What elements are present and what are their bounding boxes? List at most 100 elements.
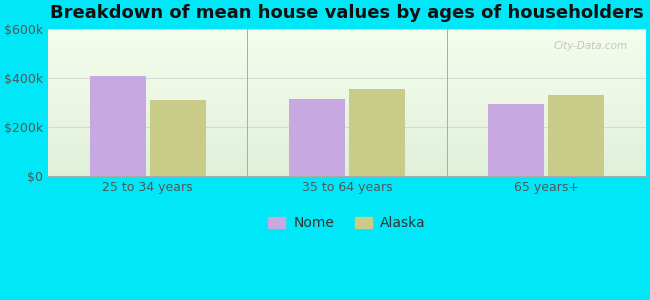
Bar <box>48 85 646 86</box>
Bar <box>48 163 646 164</box>
Bar <box>488 104 544 176</box>
Bar <box>48 141 646 142</box>
Bar <box>48 95 646 96</box>
Bar <box>48 29 646 30</box>
Bar <box>48 76 646 77</box>
Bar <box>48 105 646 106</box>
Bar <box>48 31 646 32</box>
Bar <box>48 55 646 56</box>
Bar <box>48 152 646 153</box>
Bar <box>48 139 646 140</box>
Bar <box>48 147 646 148</box>
Bar <box>48 106 646 107</box>
Bar <box>48 88 646 89</box>
Bar <box>48 115 646 116</box>
Bar <box>48 66 646 67</box>
Bar <box>48 140 646 141</box>
Bar <box>48 81 646 82</box>
Bar <box>48 119 646 120</box>
Bar <box>48 142 646 143</box>
Bar <box>48 103 646 104</box>
Bar <box>48 121 646 122</box>
Bar <box>48 83 646 84</box>
Bar <box>48 90 646 91</box>
Bar <box>48 155 646 156</box>
Bar <box>48 116 646 117</box>
Bar <box>48 86 646 87</box>
Bar <box>48 164 646 165</box>
Bar <box>349 89 405 176</box>
Bar <box>48 162 646 163</box>
Bar <box>48 146 646 147</box>
Bar <box>48 47 646 48</box>
Bar <box>48 122 646 123</box>
Bar <box>48 112 646 113</box>
Bar <box>48 125 646 126</box>
Bar <box>48 128 646 129</box>
Bar <box>48 136 646 137</box>
Bar <box>48 87 646 88</box>
Bar <box>48 70 646 71</box>
Bar <box>48 114 646 115</box>
Bar <box>48 156 646 157</box>
Bar <box>48 148 646 149</box>
Bar <box>48 92 646 93</box>
Bar <box>48 79 646 80</box>
Bar <box>48 174 646 175</box>
Bar <box>48 59 646 60</box>
Bar <box>48 98 646 99</box>
Bar <box>48 104 646 105</box>
Bar <box>48 71 646 72</box>
Bar <box>48 49 646 50</box>
Bar <box>48 170 646 171</box>
Bar <box>48 89 646 90</box>
Bar <box>48 38 646 39</box>
Bar <box>48 57 646 58</box>
Bar <box>48 133 646 134</box>
Bar <box>48 33 646 34</box>
Bar <box>90 76 146 176</box>
Bar <box>48 54 646 55</box>
Legend: Nome, Alaska: Nome, Alaska <box>268 216 426 230</box>
Bar <box>48 101 646 102</box>
Bar <box>48 40 646 41</box>
Bar <box>48 73 646 74</box>
Bar <box>48 137 646 138</box>
Bar <box>48 63 646 64</box>
Bar <box>48 94 646 95</box>
Bar <box>48 159 646 160</box>
Bar <box>48 46 646 47</box>
Bar <box>48 78 646 79</box>
Bar <box>48 100 646 101</box>
Bar <box>48 168 646 169</box>
Bar <box>48 158 646 159</box>
Bar <box>48 144 646 145</box>
Bar <box>289 99 345 176</box>
Bar <box>48 172 646 173</box>
Bar <box>48 96 646 97</box>
Bar <box>48 61 646 62</box>
Bar <box>48 58 646 59</box>
Bar <box>48 117 646 118</box>
Bar <box>48 160 646 161</box>
Bar <box>48 110 646 111</box>
Title: Breakdown of mean house values by ages of householders: Breakdown of mean house values by ages o… <box>50 4 644 22</box>
Bar <box>48 64 646 65</box>
Bar <box>48 166 646 167</box>
Bar <box>48 149 646 150</box>
Bar <box>48 175 646 176</box>
Bar <box>48 61 646 62</box>
Bar <box>48 68 646 69</box>
Bar <box>48 97 646 98</box>
Bar <box>48 109 646 110</box>
Bar <box>48 124 646 125</box>
Bar <box>48 127 646 128</box>
Bar <box>48 107 646 108</box>
Bar <box>48 165 646 166</box>
Bar <box>48 44 646 45</box>
Bar <box>48 161 646 162</box>
Bar <box>48 130 646 131</box>
Bar <box>48 52 646 53</box>
Bar <box>548 95 604 176</box>
Bar <box>48 62 646 63</box>
